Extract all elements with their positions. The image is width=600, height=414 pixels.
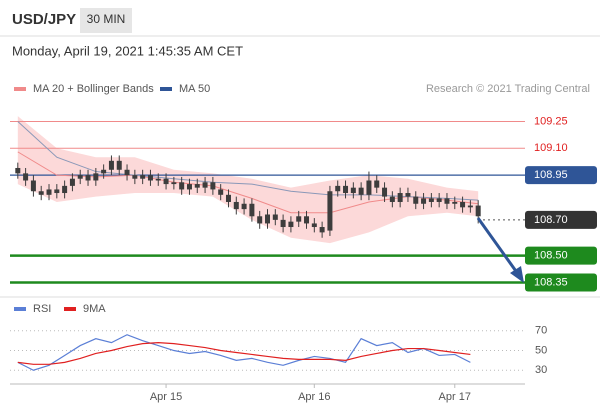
candle-body: [15, 167, 21, 174]
x-tick-label: Apr 15: [150, 391, 182, 403]
legend-swatch: [160, 87, 172, 91]
candle-body: [327, 191, 333, 231]
candle-body: [265, 214, 270, 224]
candle-body: [218, 189, 224, 195]
candle-body: [452, 201, 458, 204]
level-label: 108.50: [534, 250, 568, 262]
candle-body: [140, 175, 146, 179]
legend-label: 9MA: [83, 303, 106, 315]
candle-body: [444, 198, 450, 204]
candle-body: [382, 187, 388, 197]
level-label-box: [525, 166, 597, 185]
candle-body: [124, 169, 130, 176]
candle-body: [202, 182, 208, 188]
candle-body: [108, 160, 114, 170]
candle-body: [233, 201, 239, 210]
legend-label: RSI: [33, 303, 51, 315]
level-label: 108.70: [534, 214, 568, 226]
level-label: 108.35: [534, 276, 568, 288]
candle-body: [405, 193, 411, 197]
candle-body: [241, 203, 247, 210]
candle-body: [397, 193, 403, 202]
candle-body: [413, 196, 419, 204]
candle-body: [194, 184, 200, 188]
candle-body: [38, 191, 44, 195]
legend-swatch: [14, 87, 26, 91]
candle-body: [280, 219, 286, 228]
candle-body: [225, 194, 231, 202]
y-tick-label: 70: [535, 325, 547, 337]
candle-body: [319, 227, 325, 233]
candle-body: [101, 169, 107, 174]
timestamp: Monday, April 19, 2021 1:45:35 AM CET: [12, 43, 243, 58]
level-label: 109.25: [534, 115, 568, 127]
candle-body: [467, 205, 473, 208]
candle-body: [389, 196, 395, 202]
candle-body: [46, 189, 52, 195]
candle-body: [62, 185, 68, 194]
candle-body: [358, 187, 364, 195]
candle-body: [343, 185, 349, 194]
candle-body: [54, 189, 60, 194]
interval: 30 MIN: [87, 12, 126, 26]
candle-body: [475, 205, 481, 217]
legend-swatch: [14, 307, 26, 311]
level-label-box: [525, 273, 597, 292]
legend-label: MA 20 + Bollinger Bands: [33, 83, 154, 95]
candle-body: [249, 203, 255, 217]
candle-body: [30, 180, 36, 192]
forecast-arrow: [476, 217, 520, 275]
legend-label: MA 50: [179, 83, 210, 95]
candle-body: [304, 216, 310, 224]
candle-body: [288, 221, 294, 228]
legend-swatch: [64, 307, 76, 311]
candle-body: [366, 180, 372, 195]
candle-body: [163, 178, 169, 185]
level-label-box: [525, 246, 597, 265]
bollinger-band: [17, 116, 479, 244]
candle-body: [428, 198, 434, 202]
level-label: 108.95: [534, 169, 568, 181]
candle-body: [155, 178, 161, 181]
x-tick-label: Apr 17: [439, 391, 471, 403]
candle-body: [93, 173, 99, 181]
candle-body: [421, 198, 427, 204]
candle-body: [350, 187, 356, 194]
candle-body: [436, 198, 442, 202]
symbol: USD/JPY: [12, 11, 76, 28]
candle-body: [179, 182, 185, 190]
candle-body: [147, 175, 153, 181]
interval-badge: [80, 8, 132, 33]
forecast-arrowhead: [510, 266, 524, 283]
candle-body: [460, 201, 466, 208]
candle-body: [296, 216, 302, 222]
credit: Research © 2021 Trading Central: [426, 83, 590, 95]
x-tick-label: Apr 16: [298, 391, 330, 403]
candle-body: [272, 214, 278, 220]
candle-body: [23, 173, 29, 181]
indicator-line: [17, 342, 471, 365]
candle-body: [374, 180, 380, 188]
y-tick-label: 50: [535, 344, 547, 356]
candle-body: [77, 175, 83, 179]
level-label: 109.10: [534, 142, 568, 154]
candle-body: [186, 184, 192, 190]
indicator-line: [17, 334, 471, 371]
candle-body: [69, 178, 75, 186]
candle-body: [210, 182, 216, 190]
level-label-box: [525, 210, 597, 229]
candle-body: [85, 175, 91, 181]
candle-body: [171, 182, 177, 185]
candle-body: [132, 175, 138, 179]
candle-body: [116, 160, 122, 170]
y-tick-label: 30: [535, 364, 547, 376]
candle-body: [257, 216, 263, 224]
candle-body: [311, 223, 317, 228]
candle-body: [335, 185, 341, 192]
